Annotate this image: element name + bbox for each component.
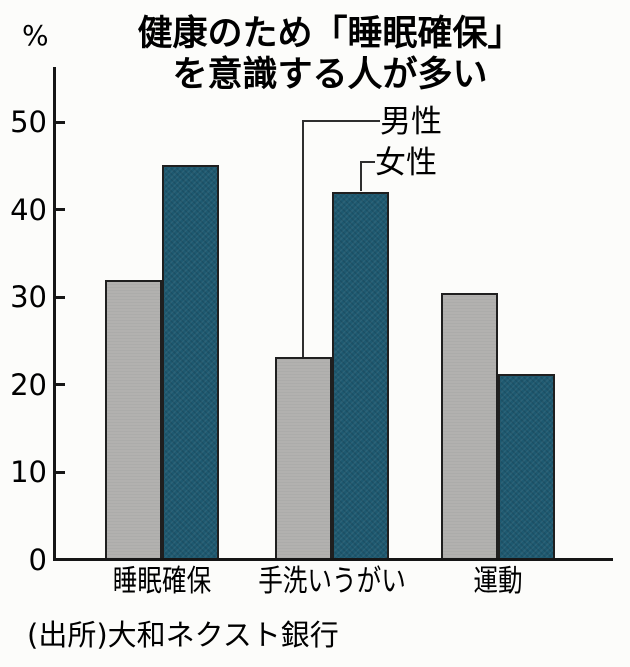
- y-tick-label-10: 10: [10, 455, 47, 490]
- y-tick-mark-20: [56, 383, 65, 387]
- legend-female-callout-line-vertical: [360, 161, 362, 191]
- y-tick-label-30: 30: [10, 280, 47, 315]
- y-axis-unit-label: %: [22, 19, 49, 52]
- legend-male-callout-line-vertical: [302, 120, 304, 357]
- x-axis-baseline: [53, 558, 613, 561]
- y-tick-mark-50: [56, 120, 65, 124]
- bar-female-運動: [498, 374, 555, 560]
- bar-male-運動: [441, 293, 498, 560]
- source-note: (出所)大和ネクスト銀行: [27, 618, 339, 652]
- y-tick-label-20: 20: [10, 367, 47, 402]
- category-label-exercise: 運動: [473, 564, 523, 599]
- bar-male-手洗いうがい: [275, 357, 332, 560]
- y-tick-label-40: 40: [10, 192, 47, 227]
- y-tick-mark-40: [56, 208, 65, 212]
- chart-title-line-2: を意識する人が多い: [172, 55, 488, 95]
- y-tick-label-50: 50: [10, 105, 47, 139]
- y-axis-line: [53, 67, 56, 561]
- y-tick-label-0: 0: [28, 543, 47, 577]
- legend-male-callout-line-horizontal: [302, 120, 380, 122]
- chart-title-line-1: 健康のため「睡眠確保」: [137, 14, 523, 54]
- y-tick-mark-10: [56, 470, 65, 474]
- bar-female-睡眠確保: [162, 165, 219, 560]
- legend-female-callout-line-horizontal: [360, 161, 375, 163]
- bar-female-手洗いうがい: [332, 192, 389, 560]
- legend-label-female: 女性: [375, 145, 437, 181]
- legend-label-male: 男性: [380, 104, 442, 140]
- category-label-handwash: 手洗いうがい: [258, 564, 406, 599]
- bar-male-睡眠確保: [105, 280, 162, 560]
- y-tick-mark-30: [56, 295, 65, 299]
- chart-title: 健康のため「睡眠確保」 を意識する人が多い: [80, 14, 580, 96]
- category-label-sleep: 睡眠確保: [112, 564, 212, 599]
